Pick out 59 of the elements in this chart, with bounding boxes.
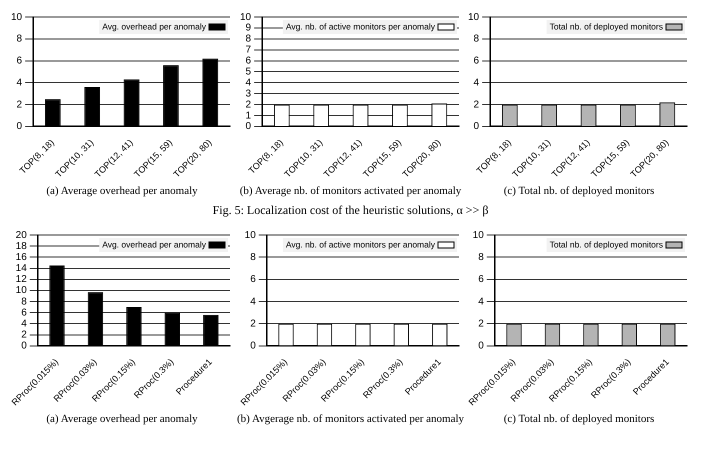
legend-label: Total nb. of deployed monitors — [550, 21, 663, 32]
y-tick-label: 8 — [245, 34, 252, 45]
legend-label: Total nb. of deployed monitors — [550, 239, 663, 250]
y-tick-label: 7 — [245, 44, 252, 56]
text: (c) Total nb. of deployed monitors — [504, 413, 654, 425]
caption: Fig. 5: Localization cost of the heuristic solutions, α >> β — [212, 203, 488, 218]
legend-label: Avg. nb. of active monitors per anomaly — [285, 239, 436, 250]
y-tick-label: 6 — [478, 274, 484, 286]
y-tick-label: 8 — [21, 296, 28, 308]
y-tick-label: 2 — [21, 330, 28, 341]
text: (a) Average overhead per anomaly — [46, 413, 198, 425]
y-tick-label: 0 — [245, 121, 252, 132]
y-tick-label: 6 — [245, 56, 252, 67]
y-tick-label: 5 — [245, 66, 252, 78]
y-tick-label: 16 — [16, 252, 28, 263]
y-tick-label: 8 — [478, 252, 484, 263]
y-tick-label: 18 — [16, 240, 28, 252]
text: (b) Avgerage nb. of monitors activated per anomaly — [236, 413, 464, 425]
y-tick-label: 2 — [16, 99, 23, 110]
y-tick-label: 4 — [245, 77, 252, 88]
y-tick-label: 4 — [250, 296, 256, 308]
y-tick-label: 10 — [472, 230, 484, 241]
y-tick-label: 8 — [16, 34, 23, 45]
y-tick-label: 10 — [468, 12, 480, 23]
text: (a) Average overhead per anomaly — [46, 185, 198, 197]
y-tick-label: 10 — [244, 230, 256, 241]
y-tick-label: 10 — [11, 12, 23, 23]
y-tick-label: 6 — [250, 274, 256, 286]
y-tick-label: 3 — [245, 88, 252, 100]
y-tick-label: 0 — [478, 340, 484, 352]
y-tick-label: 2 — [478, 318, 484, 330]
text: (b) Average nb. of monitors activated per anomaly — [240, 185, 462, 197]
y-tick-label: 9 — [245, 22, 252, 34]
text: (c) Total nb. of deployed monitors — [504, 185, 654, 197]
y-tick-label: 10 — [16, 285, 28, 296]
y-tick-label: 1 — [245, 110, 252, 122]
y-tick-label: 0 — [250, 340, 256, 352]
y-tick-label: 4 — [478, 296, 484, 308]
y-tick-label: 6 — [16, 56, 23, 67]
legend-label: Avg. overhead per anomaly — [102, 21, 207, 32]
y-tick-label: 14 — [16, 263, 28, 274]
y-tick-label: 12 — [16, 274, 28, 286]
legend-label: Avg. overhead per anomaly — [102, 239, 207, 250]
y-tick-label: 2 — [474, 99, 480, 110]
y-tick-label: 0 — [21, 340, 28, 352]
y-tick-label: 4 — [21, 318, 28, 330]
y-tick-label: 8 — [250, 252, 256, 263]
y-tick-label: 2 — [250, 318, 256, 330]
y-tick-label: 2 — [245, 99, 252, 110]
y-tick-label: 10 — [240, 12, 252, 23]
legend-label: Avg. nb. of active monitors per anomaly — [285, 21, 436, 32]
y-tick-label: 6 — [474, 56, 480, 67]
y-tick-label: 0 — [16, 121, 23, 132]
y-tick-label: 8 — [474, 34, 480, 45]
y-tick-label: 0 — [474, 121, 480, 132]
y-tick-label: 4 — [16, 77, 23, 88]
y-tick-label: 20 — [16, 230, 28, 241]
y-tick-label: 4 — [474, 77, 480, 88]
y-tick-label: 6 — [21, 307, 28, 318]
